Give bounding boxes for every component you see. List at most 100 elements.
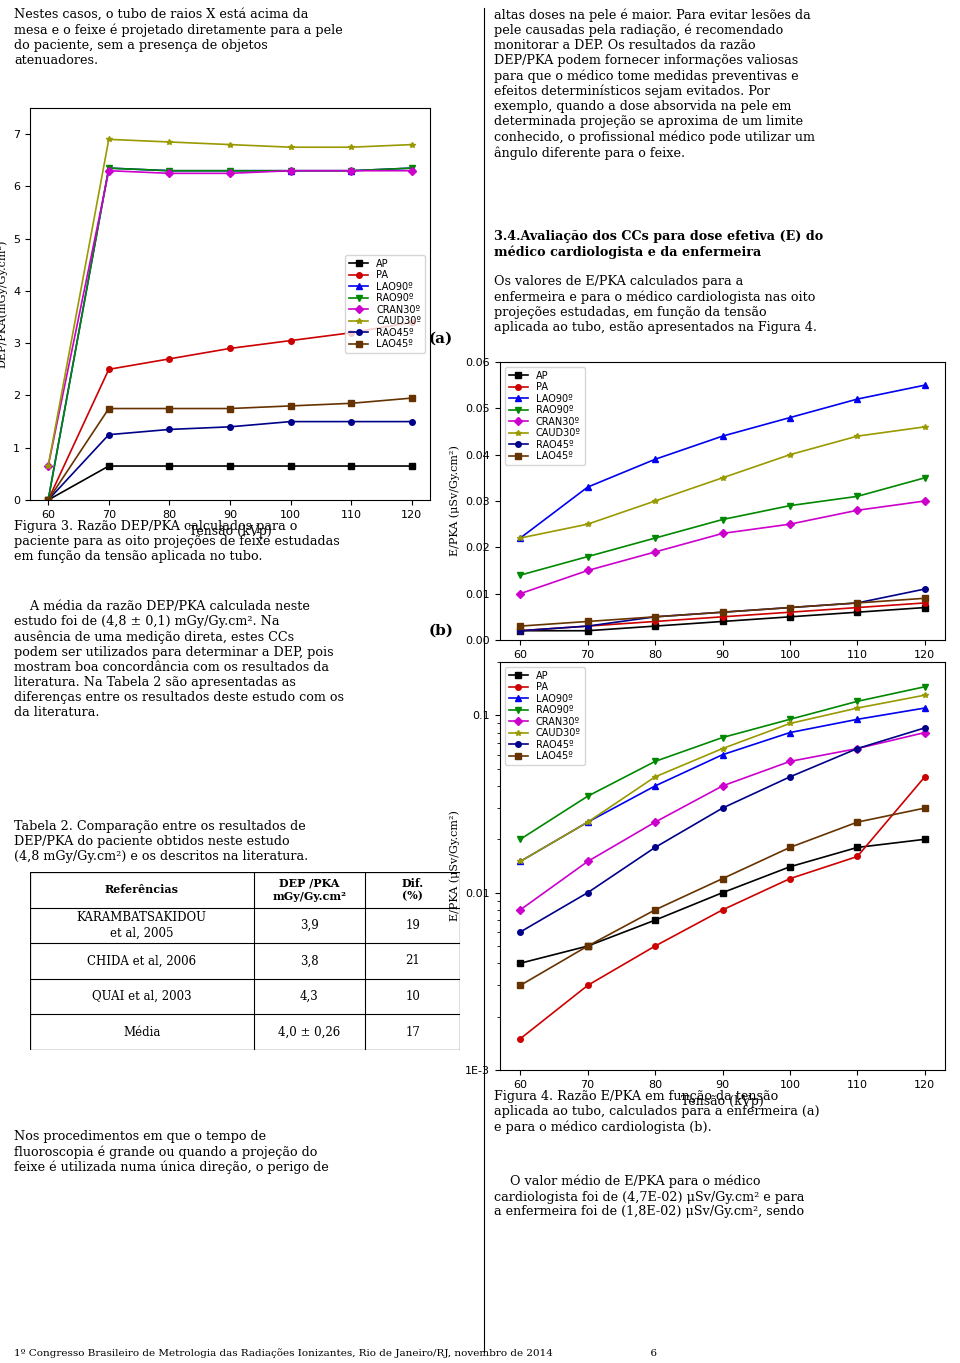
RAO90º [717, 729, 729, 746]
LAO90º [515, 530, 526, 547]
Text: Média: Média [123, 1026, 160, 1039]
RAO90º [406, 159, 418, 176]
Line: PA: PA [517, 774, 927, 1041]
PA [582, 977, 593, 994]
Line: RAO90º: RAO90º [517, 476, 927, 578]
CRAN30º [103, 162, 114, 179]
Text: 10: 10 [405, 990, 420, 1003]
Text: 3,8: 3,8 [300, 954, 319, 968]
PA [346, 324, 357, 341]
CRAN30º [285, 162, 297, 179]
RAO45º [582, 885, 593, 901]
Line: CAUD30º: CAUD30º [517, 424, 927, 541]
LAO45º [515, 617, 526, 634]
RAO90º [784, 711, 796, 728]
RAO90º [582, 788, 593, 804]
Text: (a): (a) [429, 331, 453, 345]
PA [852, 600, 863, 616]
LAO90º [852, 711, 863, 728]
Legend: AP, PA, LAO90º, RAO90º, CRAN30º, CAUD30º, RAO45º, LAO45º: AP, PA, LAO90º, RAO90º, CRAN30º, CAUD30º… [505, 667, 585, 765]
RAO45º [285, 413, 297, 429]
RAO90º [784, 497, 796, 514]
PA [919, 769, 930, 785]
RAO45º [103, 427, 114, 443]
LAO45º [784, 600, 796, 616]
LAO90º [919, 378, 930, 394]
RAO90º [42, 492, 54, 508]
LAO90º [717, 428, 729, 444]
Text: O valor médio de E/PKA para o médico
cardiologista foi de (4,7E-02) μSv/Gy.cm² e: O valor médio de E/PKA para o médico car… [494, 1175, 804, 1219]
RAO45º [649, 840, 660, 856]
LAO45º [852, 814, 863, 830]
LAO45º [225, 401, 236, 417]
CRAN30º [515, 586, 526, 602]
Text: 4,0 ± 0,26: 4,0 ± 0,26 [278, 1026, 341, 1039]
CAUD30º [852, 428, 863, 444]
Text: 21: 21 [405, 954, 420, 968]
Line: LAO90º: LAO90º [517, 705, 927, 864]
RAO90º [649, 530, 660, 547]
CAUD30º [225, 136, 236, 153]
Text: A média da razão DEP/PKA calculada neste
estudo foi de (4,8 ± 0,1) mGy/Gy.cm². N: A média da razão DEP/PKA calculada neste… [14, 600, 344, 718]
CAUD30º [406, 136, 418, 153]
CRAN30º [582, 563, 593, 579]
Y-axis label: E/PKA (μSv/Gy.cm²): E/PKA (μSv/Gy.cm²) [449, 811, 460, 921]
X-axis label: Tensão (kVp): Tensão (kVp) [682, 665, 764, 679]
Text: 17: 17 [405, 1026, 420, 1039]
Line: RAO45º: RAO45º [45, 418, 415, 503]
Line: RAO90º: RAO90º [45, 165, 415, 503]
Line: LAO90º: LAO90º [45, 165, 415, 503]
LAO45º [163, 401, 175, 417]
RAO90º [225, 162, 236, 179]
RAO90º [919, 470, 930, 487]
RAO45º [42, 492, 54, 508]
Y-axis label: DEP/PKA(mGy/Gy.cm²): DEP/PKA(mGy/Gy.cm²) [0, 240, 8, 368]
LAO45º [406, 390, 418, 406]
LAO90º [515, 853, 526, 870]
Line: PA: PA [517, 600, 927, 634]
PA [515, 623, 526, 639]
RAO45º [225, 418, 236, 435]
Text: (b): (b) [429, 623, 454, 638]
PA [852, 848, 863, 864]
Text: 19: 19 [405, 919, 420, 932]
Text: Figura 3. Razão DEP/PKA calculados para o
paciente para as oito projeções de fei: Figura 3. Razão DEP/PKA calculados para … [14, 521, 340, 563]
CRAN30º [919, 724, 930, 740]
AP [42, 492, 54, 508]
AP [103, 458, 114, 474]
RAO45º [582, 617, 593, 634]
AP [784, 859, 796, 875]
Line: LAO45º: LAO45º [45, 395, 415, 503]
LAO45º [717, 604, 729, 620]
RAO45º [515, 924, 526, 940]
Y-axis label: E/PKA (μSv/Gy.cm²): E/PKA (μSv/Gy.cm²) [449, 446, 460, 556]
LAO45º [42, 492, 54, 508]
Line: AP: AP [517, 837, 927, 966]
Line: RAO45º: RAO45º [517, 725, 927, 935]
Text: 1º Congresso Brasileiro de Metrologia das Radiações Ionizantes, Rio de Janeiro/R: 1º Congresso Brasileiro de Metrologia da… [14, 1348, 657, 1358]
PA [582, 617, 593, 634]
CRAN30º [225, 165, 236, 181]
RAO90º [852, 694, 863, 710]
CRAN30º [852, 502, 863, 518]
Text: CHIDA et al, 2006: CHIDA et al, 2006 [87, 954, 197, 968]
CRAN30º [42, 458, 54, 474]
RAO45º [852, 594, 863, 611]
CAUD30º [582, 517, 593, 533]
LAO90º [163, 162, 175, 179]
Line: CRAN30º: CRAN30º [517, 729, 927, 913]
RAO90º [515, 567, 526, 583]
RAO90º [649, 754, 660, 770]
AP [582, 623, 593, 639]
LAO45º [103, 401, 114, 417]
RAO90º [285, 162, 297, 179]
Text: Os valores de E/PKA calculados para a
enfermeira e para o médico cardiologista n: Os valores de E/PKA calculados para a en… [494, 275, 817, 334]
AP [649, 617, 660, 634]
Text: Nos procedimentos em que o tempo de
fluoroscopia é grande ou quando a projeção d: Nos procedimentos em que o tempo de fluo… [14, 1130, 328, 1174]
LAO90º [649, 778, 660, 795]
LAO45º [649, 902, 660, 919]
Line: AP: AP [45, 463, 415, 503]
Line: AP: AP [517, 605, 927, 634]
Text: QUAI et al, 2003: QUAI et al, 2003 [92, 990, 192, 1003]
PA [649, 938, 660, 954]
